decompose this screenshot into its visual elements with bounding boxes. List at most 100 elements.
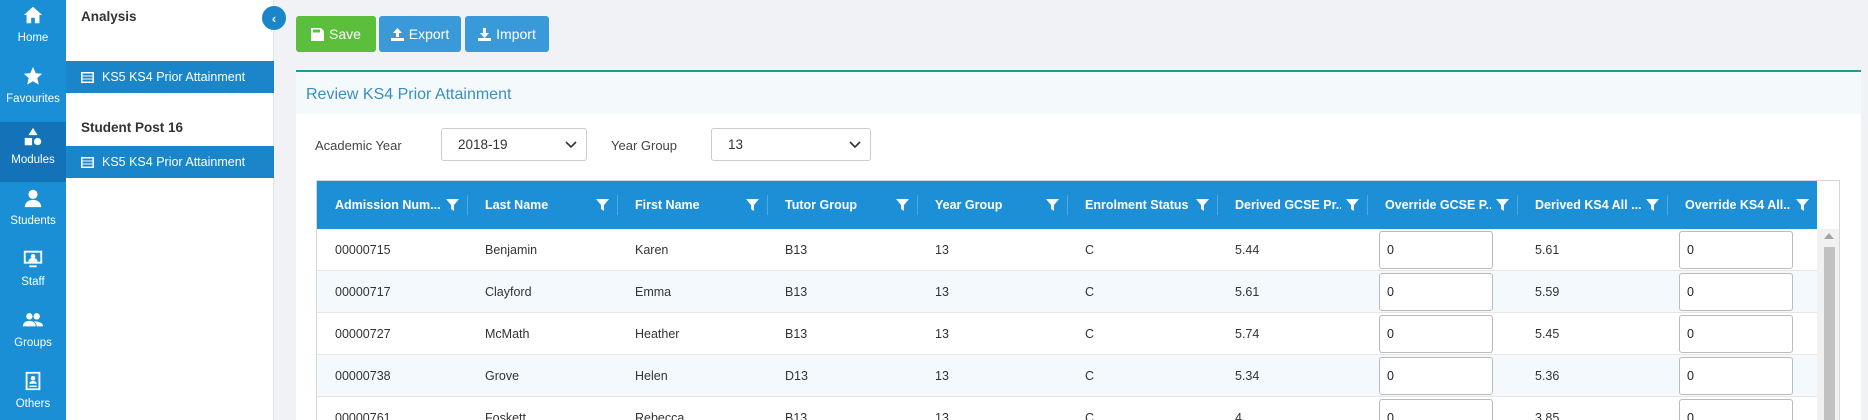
save-button-label: Save	[329, 26, 361, 42]
column-header-enrolment-status[interactable]: Enrolment Status	[1067, 181, 1217, 229]
filter-icon[interactable]	[1496, 199, 1509, 212]
column-separator	[1367, 195, 1368, 215]
subnav-item-label: KS5 KS4 Prior Attainment	[102, 155, 246, 169]
cell-first-name: Helen	[635, 369, 668, 383]
table-row: 00000727 McMath Heather B13 13 C 5.74 0 …	[317, 313, 1817, 355]
override-ks4-input[interactable]: 0	[1679, 357, 1793, 395]
scrollbar-thumb[interactable]	[1824, 247, 1835, 420]
cell-derived-gcse: 5.44	[1235, 243, 1260, 257]
override-gcse-input[interactable]: 0	[1379, 231, 1493, 269]
cell-derived-ks4: 5.61	[1535, 243, 1560, 257]
cell-enrolment-status: C	[1085, 327, 1095, 341]
floppy-disk-icon	[311, 27, 325, 41]
column-header-first-name[interactable]: First Name	[617, 181, 767, 229]
override-ks4-input[interactable]: 0	[1679, 315, 1793, 353]
filter-icon[interactable]	[446, 199, 459, 212]
cell-year-group: 13	[935, 411, 949, 420]
cell-year-group: 13	[935, 285, 949, 299]
subnav-item-ks5-ks4-analysis[interactable]: KS5 KS4 Prior Attainment	[66, 61, 274, 93]
rail-favourites[interactable]: Favourites	[0, 61, 66, 121]
override-gcse-input[interactable]: 0	[1379, 357, 1493, 395]
rail-home[interactable]: Home	[0, 0, 66, 60]
rail-modules-label: Modules	[11, 154, 55, 166]
column-header-override-gcse[interactable]: Override GCSE P...	[1367, 181, 1517, 229]
subnav-section-student-post-16: Student Post 16	[81, 120, 184, 135]
export-button[interactable]: Export	[379, 16, 461, 52]
scroll-up-arrow-icon[interactable]	[1824, 233, 1834, 239]
panel-header	[296, 72, 1861, 114]
cell-derived-ks4: 3.85	[1535, 411, 1560, 420]
save-button[interactable]: Save	[296, 16, 376, 52]
table-row: 00000738 Grove Helen D13 13 C 5.34 0 5.3…	[317, 355, 1817, 397]
filter-icon[interactable]	[1046, 199, 1059, 212]
override-gcse-input[interactable]: 0	[1379, 315, 1493, 353]
cell-first-name: Karen	[635, 243, 669, 257]
column-header-label: Derived GCSE Pr...	[1235, 198, 1341, 212]
staff-board-icon	[23, 250, 43, 268]
download-icon	[478, 27, 492, 41]
column-separator	[467, 195, 468, 215]
collapse-sidebar-button[interactable]: ‹	[262, 6, 286, 30]
column-header-label: Override GCSE P...	[1385, 198, 1491, 212]
column-separator	[917, 195, 918, 215]
column-header-admission-number[interactable]: Admission Num...	[317, 181, 467, 229]
filter-icon[interactable]	[1346, 199, 1359, 212]
subnav-item-ks5-ks4-post16[interactable]: KS5 KS4 Prior Attainment	[66, 146, 274, 178]
column-header-label: Enrolment Status	[1085, 198, 1189, 212]
filter-icon[interactable]	[1646, 199, 1659, 212]
cell-enrolment-status: C	[1085, 411, 1095, 420]
filter-icon[interactable]	[746, 199, 759, 212]
rail-others[interactable]: Others	[0, 366, 66, 420]
cell-year-group: 13	[935, 327, 949, 341]
chevron-left-icon: ‹	[271, 10, 277, 26]
cell-derived-gcse: 5.61	[1235, 285, 1260, 299]
cell-admission-number: 00000727	[335, 327, 391, 341]
rail-others-label: Others	[15, 398, 51, 410]
year-group-select[interactable]: 13	[711, 128, 871, 161]
column-header-derived-gcse[interactable]: Derived GCSE Pr...	[1217, 181, 1367, 229]
cell-derived-gcse: 4	[1235, 411, 1242, 420]
import-button-label: Import	[496, 26, 536, 42]
override-ks4-input[interactable]: 0	[1679, 399, 1793, 420]
column-header-last-name[interactable]: Last Name	[467, 181, 617, 229]
column-header-derived-ks4[interactable]: Derived KS4 All ...	[1517, 181, 1667, 229]
column-header-year-group[interactable]: Year Group	[917, 181, 1067, 229]
column-separator	[767, 195, 768, 215]
rail-staff-label: Staff	[21, 276, 45, 288]
filter-icon[interactable]	[596, 199, 609, 212]
column-header-override-ks4[interactable]: Override KS4 All...	[1667, 181, 1817, 229]
rail-students[interactable]: Students	[0, 183, 66, 243]
rail-modules[interactable]: Modules	[0, 122, 66, 182]
table-list-icon	[81, 71, 94, 83]
rail-students-label: Students	[10, 215, 56, 227]
cell-year-group: 13	[935, 243, 949, 257]
filter-icon[interactable]	[1196, 199, 1209, 212]
academic-year-value: 2018-19	[458, 137, 508, 152]
cell-first-name: Rebecca	[635, 411, 685, 420]
rail-groups[interactable]: Groups	[0, 305, 66, 365]
cell-admission-number: 00000715	[335, 243, 391, 257]
column-header-tutor-group[interactable]: Tutor Group	[767, 181, 917, 229]
override-gcse-input[interactable]: 0	[1379, 399, 1493, 420]
override-gcse-input[interactable]: 0	[1379, 273, 1493, 311]
table-row: 00000761 Foskett Rebecca B13 13 C 4 0 3.…	[317, 397, 1817, 420]
filter-icon[interactable]	[1796, 199, 1809, 212]
module-rail: Home Favourites Modules Students Staff G…	[0, 0, 66, 420]
cell-derived-ks4: 5.59	[1535, 285, 1560, 299]
cell-last-name: Benjamin	[485, 243, 538, 257]
year-group-value: 13	[728, 137, 744, 152]
override-ks4-input[interactable]: 0	[1679, 273, 1793, 311]
column-separator	[1517, 195, 1518, 215]
academic-year-label: Academic Year	[315, 138, 402, 153]
override-ks4-input[interactable]: 0	[1679, 231, 1793, 269]
cell-tutor-group: D13	[785, 369, 808, 383]
filter-icon[interactable]	[896, 199, 909, 212]
year-group-label: Year Group	[611, 138, 678, 153]
user-icon	[24, 189, 42, 208]
cell-admission-number: 00000717	[335, 285, 391, 299]
academic-year-select[interactable]: 2018-19	[441, 128, 587, 161]
import-button[interactable]: Import	[465, 16, 549, 52]
rail-staff[interactable]: Staff	[0, 244, 66, 304]
chevron-down-icon	[565, 141, 577, 149]
star-icon	[23, 66, 43, 85]
